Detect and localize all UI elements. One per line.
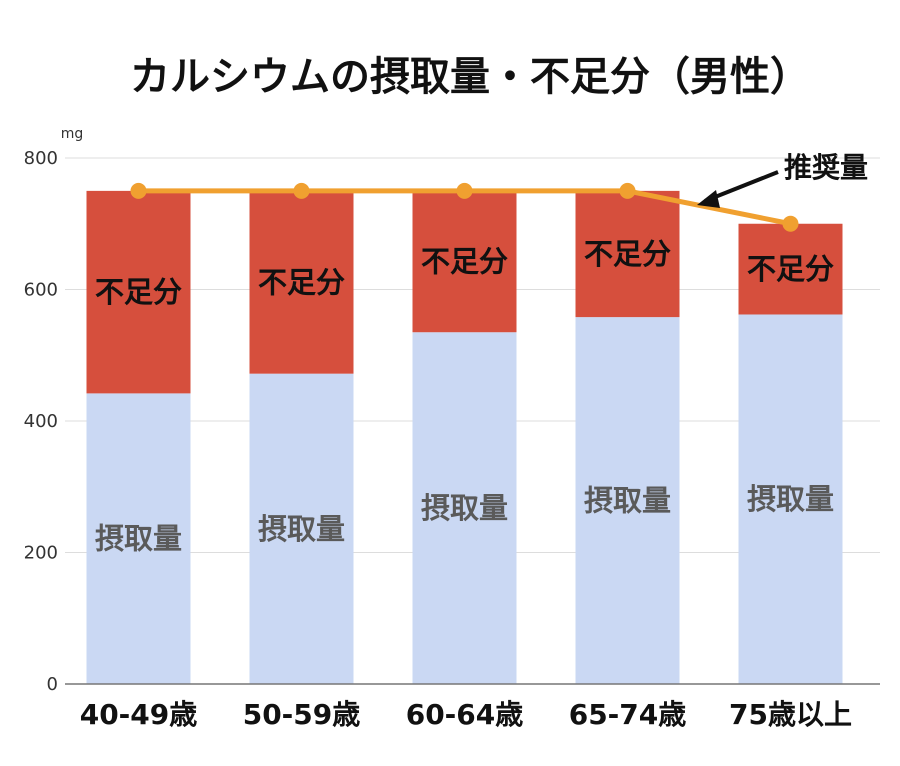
x-tick-label: 65-74歳 — [569, 698, 687, 731]
segment-label-intake: 摂取量 — [747, 482, 834, 516]
x-tick-label: 75歳以上 — [729, 698, 852, 731]
segment-label-shortfall: 不足分 — [258, 265, 345, 299]
recommended-point — [782, 215, 799, 232]
bar-intake — [738, 314, 843, 684]
segment-label-intake: 摂取量 — [95, 522, 182, 556]
x-axis-ticks: 40-49歳 50-59歳 60-64歳 65-74歳 75歳以上 — [80, 698, 852, 731]
segment-label-shortfall: 不足分 — [747, 252, 834, 286]
y-tick-label: 0 — [47, 674, 58, 695]
annotation: 推奨量 — [697, 151, 868, 208]
chart-title: カルシウムの摂取量・不足分（男性） — [130, 54, 810, 100]
y-axis-unit: mg — [61, 126, 84, 142]
recommended-point — [456, 182, 473, 199]
bar-shortfall — [412, 190, 517, 333]
bar-intake — [249, 373, 354, 684]
recommended-point — [619, 182, 636, 199]
bar-shortfall — [86, 190, 191, 394]
bars — [86, 190, 843, 684]
x-tick-label: 50-59歳 — [243, 698, 361, 731]
x-tick-label: 40-49歳 — [80, 698, 198, 731]
bar-intake — [412, 332, 517, 684]
y-tick-label: 800 — [24, 148, 58, 169]
y-axis-ticks: 0 200 400 600 800 — [24, 148, 58, 695]
recommended-line-series — [130, 182, 799, 232]
bar-shortfall — [738, 223, 843, 315]
segment-label-intake: 摂取量 — [258, 512, 345, 546]
recommended-point — [130, 182, 147, 199]
segment-label-intake: 摂取量 — [584, 484, 671, 518]
segment-label-shortfall: 不足分 — [584, 237, 671, 271]
annotation-label: 推奨量 — [784, 151, 868, 184]
x-tick-label: 60-64歳 — [406, 698, 524, 731]
segment-label-intake: 摂取量 — [421, 491, 508, 525]
bar-shortfall — [249, 190, 354, 374]
segment-label-shortfall: 不足分 — [95, 275, 182, 309]
bar-intake — [86, 393, 191, 684]
segment-label-shortfall: 不足分 — [421, 245, 508, 279]
recommended-point — [293, 182, 310, 199]
y-tick-label: 200 — [24, 543, 58, 564]
bar-intake — [575, 317, 680, 684]
y-tick-label: 600 — [24, 280, 58, 301]
annotation-arrowhead — [697, 190, 720, 208]
y-tick-label: 400 — [24, 411, 58, 432]
bar-shortfall — [575, 190, 680, 318]
